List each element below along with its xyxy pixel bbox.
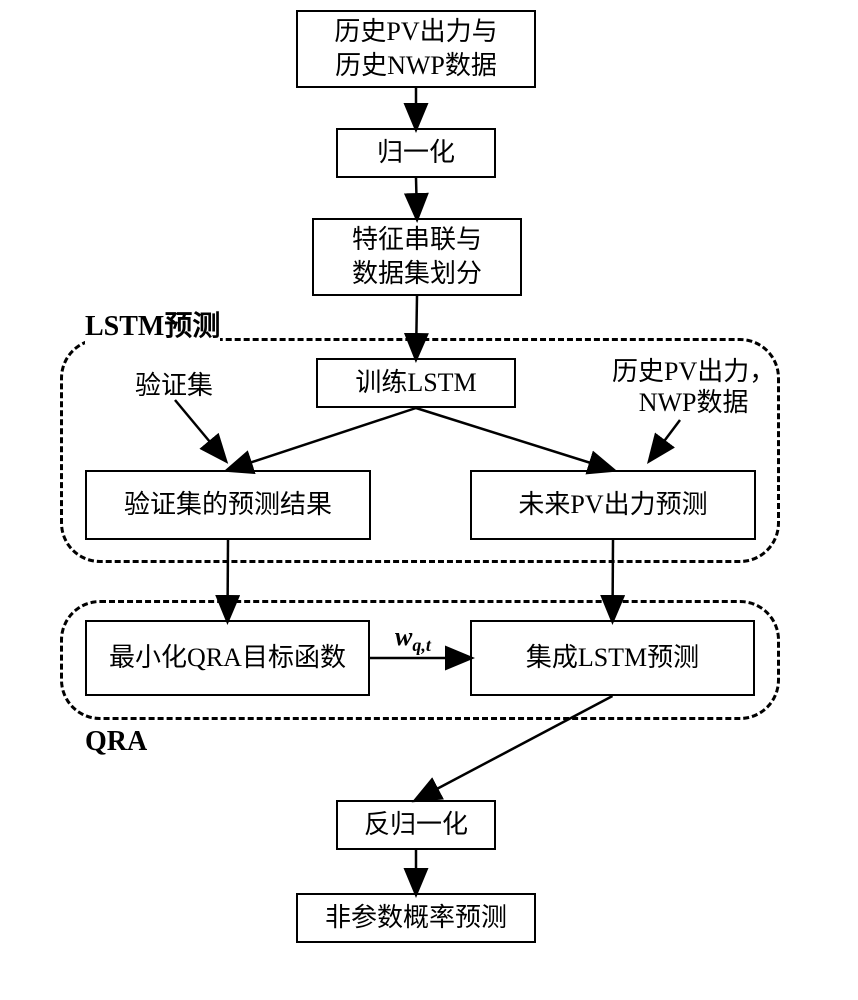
box-train-lstm-text: 训练LSTM: [355, 366, 476, 400]
box-denormalize: 反归一化: [336, 800, 496, 850]
label-wqt: wq,t: [395, 622, 431, 656]
box-train-lstm: 训练LSTM: [316, 358, 516, 408]
group-lstm-label: LSTM预测: [85, 304, 220, 344]
label-wqt-sub: q,t: [412, 635, 431, 655]
box-input-data-text: 历史PV出力与历史NWP数据: [334, 15, 497, 83]
box-validation-result-text: 验证集的预测结果: [124, 488, 332, 522]
group-qra-label: QRA: [85, 726, 147, 758]
box-input-data: 历史PV出力与历史NWP数据: [296, 10, 536, 88]
label-wqt-base: w: [395, 622, 412, 651]
box-denormalize-text: 反归一化: [364, 808, 468, 842]
box-normalize-text: 归一化: [377, 136, 455, 170]
box-min-qra-text: 最小化QRA目标函数: [109, 641, 346, 675]
box-nonparam-forecast: 非参数概率预测: [296, 893, 536, 943]
box-ensemble-lstm: 集成LSTM预测: [470, 620, 755, 696]
flowchart-container: LSTM预测 QRA 历史PV出力与历史NWP数据 归一化 特征串联与数据集划分…: [0, 0, 858, 1000]
box-validation-result: 验证集的预测结果: [85, 470, 371, 540]
box-ensemble-lstm-text: 集成LSTM预测: [526, 641, 699, 675]
box-nonparam-forecast-text: 非参数概率预测: [325, 901, 507, 935]
box-feature-split: 特征串联与数据集划分: [312, 218, 522, 296]
box-normalize: 归一化: [336, 128, 496, 178]
box-feature-split-text: 特征串联与数据集划分: [352, 223, 482, 291]
label-validation-set: 验证集: [135, 370, 213, 401]
box-min-qra: 最小化QRA目标函数: [85, 620, 370, 696]
box-future-pv: 未来PV出力预测: [470, 470, 756, 540]
box-future-pv-text: 未来PV出力预测: [518, 488, 707, 522]
label-history-nwp: 历史PV出力，NWP数据: [612, 356, 775, 418]
